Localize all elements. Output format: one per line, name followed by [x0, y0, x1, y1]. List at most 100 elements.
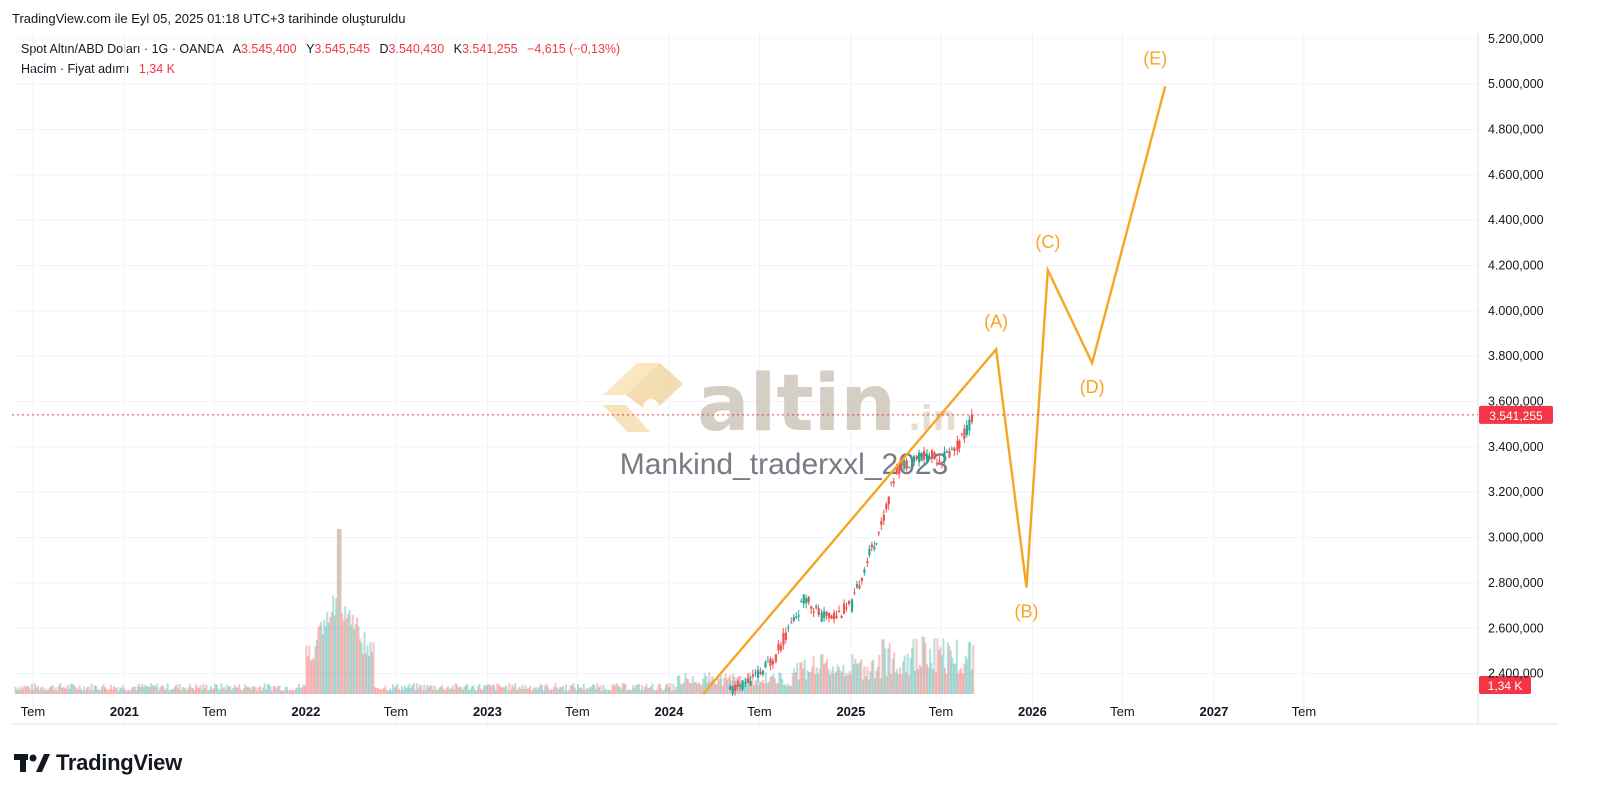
volume-bar: [582, 683, 585, 694]
volume-bar: [181, 687, 184, 694]
candle: [759, 671, 762, 674]
candle: [943, 451, 946, 460]
volume-bar: [26, 685, 29, 694]
candle: [960, 433, 964, 435]
volume-bar: [653, 690, 656, 694]
volume-bar: [499, 686, 502, 694]
candle: [870, 544, 874, 548]
volume-bar: [536, 688, 539, 694]
candle: [898, 464, 901, 475]
symbol-legend[interactable]: Spot Altın/ABD Doları · 1G · OANDA A3.54…: [21, 42, 620, 56]
volume-bar: [212, 688, 215, 694]
volume-bar: [187, 687, 190, 694]
x-tick-label: 2023: [473, 704, 502, 719]
candle: [756, 669, 760, 678]
volume-bar: [233, 684, 236, 694]
volume-bar: [396, 683, 399, 694]
volume-bar: [308, 645, 311, 694]
volume-bar: [952, 663, 955, 694]
volume-bar: [791, 672, 794, 694]
volume-bar: [359, 638, 362, 694]
volume-bar: [327, 622, 330, 694]
volume-bar: [83, 686, 86, 694]
volume-bar: [948, 646, 951, 694]
candle: [900, 461, 903, 466]
volume-bar: [423, 684, 426, 694]
volume-bar: [391, 684, 394, 694]
volume-bar: [626, 690, 629, 694]
volume-bar: [105, 688, 108, 694]
watermark-logo-text: altin: [697, 359, 896, 449]
volume-bar: [597, 687, 600, 694]
volume-value: 1,34 K: [138, 62, 175, 76]
volume-bar: [23, 685, 26, 694]
volume-bar: [165, 688, 168, 694]
volume-bar: [472, 685, 475, 694]
volume-bar: [232, 687, 235, 694]
candle: [866, 561, 869, 563]
volume-bar: [964, 655, 967, 694]
volume-bar: [217, 688, 220, 694]
volume-bar: [242, 688, 245, 694]
volume-bar: [326, 611, 329, 694]
volume-bar: [44, 688, 47, 694]
volume-bar: [362, 654, 365, 694]
volume-bar: [620, 688, 623, 694]
volume-bar: [846, 674, 849, 694]
volume-bar: [854, 658, 857, 694]
candle: [887, 497, 890, 505]
volume-bar: [18, 690, 21, 694]
volume-bar: [266, 684, 269, 694]
volume-bar: [174, 686, 177, 694]
volume-bar: [966, 659, 969, 694]
volume-bar: [673, 689, 676, 694]
volume-bar: [141, 683, 144, 694]
volume-legend[interactable]: Hacim · Fiyat adımı 1,34 K: [21, 62, 175, 76]
volume-bar: [751, 674, 754, 694]
volume-bar: [260, 690, 263, 694]
volume-bar: [332, 595, 335, 694]
volume-bar: [842, 664, 845, 694]
volume-bar: [45, 690, 48, 694]
volume-bar: [53, 689, 56, 694]
volume-bar: [672, 683, 675, 694]
volume-bar: [190, 687, 193, 694]
volume-bar: [852, 664, 855, 694]
volume-bar: [606, 690, 609, 694]
volume-bar: [939, 647, 942, 694]
candle: [749, 680, 752, 686]
price-chart[interactable]: altin .in Mankind_traderxxl_2023 (A)(B)(…: [0, 0, 1600, 740]
volume-bar: [150, 683, 153, 694]
volume-bar: [75, 688, 78, 694]
volume-bar: [215, 684, 218, 694]
open-label: A: [232, 42, 241, 56]
volume-bar: [811, 666, 814, 694]
candle: [858, 585, 861, 589]
volume-bar: [773, 678, 776, 694]
volume-bar: [403, 685, 406, 694]
x-tick-label: 2022: [291, 704, 320, 719]
volume-bar: [696, 683, 699, 694]
volume-bar: [621, 683, 624, 694]
last-price-badge: [1479, 405, 1553, 424]
volume-bar: [315, 640, 318, 694]
volume-bar: [764, 672, 767, 694]
volume-bar: [103, 687, 106, 694]
volume-bar: [511, 684, 514, 694]
volume-bar: [615, 683, 618, 694]
watermark: altin .in Mankind_traderxxl_2023: [603, 359, 957, 481]
volume-bar: [638, 683, 641, 694]
candle: [817, 608, 820, 616]
volume-bar: [915, 638, 918, 694]
volume-bar: [224, 690, 227, 694]
candle: [830, 615, 833, 619]
candle: [792, 617, 795, 621]
volume-bar: [651, 683, 654, 694]
volume-bar: [253, 686, 256, 694]
volume-bar: [280, 690, 283, 694]
volume-bar: [533, 687, 536, 694]
volume-bar: [17, 687, 20, 694]
volume-bar: [311, 659, 314, 694]
volume-bar: [903, 655, 906, 694]
volume-bar: [669, 683, 672, 694]
